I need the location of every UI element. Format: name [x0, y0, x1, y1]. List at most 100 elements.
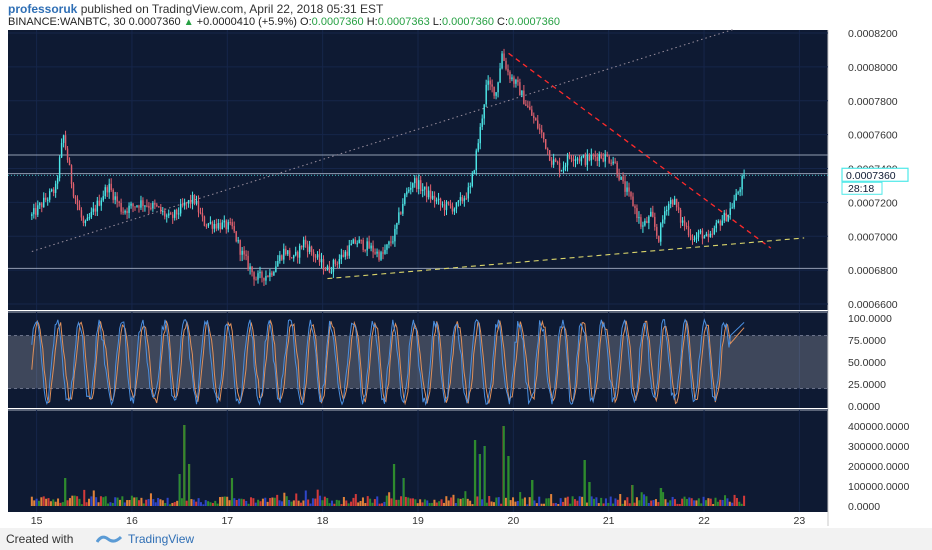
candle — [267, 275, 269, 277]
candle — [630, 191, 632, 197]
time-tick-label: 23 — [794, 515, 806, 527]
volume-bar — [85, 502, 88, 506]
candle — [558, 162, 561, 172]
volume-bar — [740, 503, 743, 506]
volume-bar — [704, 500, 707, 506]
author-name[interactable]: professoruk — [8, 2, 78, 16]
candle — [687, 226, 690, 236]
candle — [441, 204, 444, 206]
candle — [64, 135, 67, 149]
candle — [358, 239, 360, 244]
candle — [245, 254, 247, 256]
candle — [84, 220, 87, 224]
volume-bar — [54, 501, 57, 506]
candle — [221, 222, 224, 230]
candle — [118, 201, 120, 204]
volume-bar — [571, 496, 574, 506]
volume-bar — [533, 500, 536, 506]
volume-bar — [600, 497, 603, 506]
volume-bar — [719, 499, 722, 506]
volume-bar — [469, 500, 472, 506]
volume-bar — [95, 497, 98, 506]
candle — [654, 216, 656, 227]
volume-bar — [604, 498, 607, 506]
candle — [739, 189, 741, 193]
candle — [650, 211, 652, 217]
volume-bar — [573, 499, 576, 506]
candle — [535, 118, 537, 121]
volume-bar — [407, 497, 410, 506]
candle — [683, 220, 686, 226]
volume-spike — [660, 488, 663, 506]
candle — [251, 266, 253, 273]
candle — [485, 84, 487, 105]
volume-spike — [583, 460, 586, 506]
candle — [453, 208, 456, 212]
candle — [727, 214, 729, 222]
volume-bar — [733, 494, 736, 506]
candle — [707, 233, 710, 238]
tradingview-logo-icon[interactable] — [96, 532, 122, 546]
volume-bar — [61, 502, 64, 506]
volume-bar — [359, 500, 362, 506]
candle — [574, 159, 577, 161]
volume-bar — [409, 498, 412, 506]
chart-svg: 0.0008200 0.0008000 0.0007800 0.0007600 0.00… — [8, 28, 910, 527]
tradingview-brand[interactable]: TradingView — [128, 532, 195, 546]
volume-bar — [416, 503, 419, 506]
volume-bar — [702, 496, 705, 506]
candle — [154, 202, 156, 205]
candle — [671, 200, 674, 205]
candle — [90, 211, 93, 218]
volume-bar — [485, 502, 488, 506]
candle — [554, 159, 557, 162]
candle — [556, 161, 559, 163]
volume-bar — [221, 496, 224, 506]
volume-bar — [528, 497, 531, 506]
volume-bar — [97, 502, 100, 506]
volume-spike — [183, 425, 186, 506]
candle — [624, 181, 626, 192]
candle — [445, 201, 448, 211]
time-tick-label: 15 — [31, 515, 43, 527]
symbol-label[interactable]: BINANCE:WANBTC, 30 — [8, 16, 126, 28]
volume-bar — [607, 502, 610, 506]
volume-bar — [68, 498, 71, 506]
candle — [497, 82, 499, 93]
volume-bar — [123, 502, 126, 506]
volume-bar — [273, 497, 276, 506]
candle — [350, 243, 352, 246]
candle — [435, 200, 438, 202]
candle — [156, 204, 158, 207]
candle — [537, 120, 539, 129]
volume-bar — [526, 504, 529, 506]
candle — [439, 198, 442, 205]
candle — [406, 191, 408, 195]
volume-bar — [107, 503, 110, 506]
volume-bar — [428, 503, 431, 506]
volume-bar — [652, 500, 655, 506]
candle — [273, 271, 275, 276]
volume-bar — [397, 499, 400, 506]
volume-spike — [188, 464, 191, 506]
candle — [664, 211, 666, 220]
volume-bar — [595, 497, 598, 506]
volume-spike — [402, 478, 405, 506]
countdown-label: 28:18 — [848, 183, 874, 195]
candle — [414, 178, 416, 184]
candle — [362, 240, 364, 250]
candle — [298, 245, 301, 258]
candle — [679, 209, 682, 223]
volume-bar — [390, 498, 393, 506]
volume-bar — [645, 496, 648, 506]
volume-bar — [209, 502, 212, 506]
volume-bar — [421, 502, 424, 506]
volume-bar — [304, 490, 307, 506]
volume-bar — [490, 501, 493, 506]
volume-bar — [271, 497, 274, 506]
volume-bar — [721, 499, 724, 506]
candle — [181, 203, 184, 206]
volume-bar — [423, 499, 426, 506]
volume-bar — [80, 504, 83, 506]
candle — [114, 196, 116, 200]
